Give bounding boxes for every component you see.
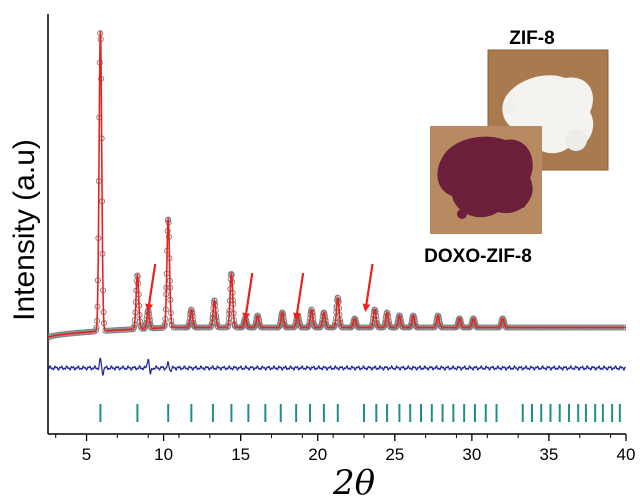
x-tick-label: 10 — [154, 445, 173, 464]
x-tick-label: 40 — [617, 445, 636, 464]
inset-caption-zif8: ZIF-8 — [509, 28, 554, 49]
x-axis-ticks: 5 10 15 20 25 30 35 40 — [55, 434, 636, 464]
difference-curve — [48, 357, 626, 377]
x-tick-label: 25 — [385, 445, 404, 464]
x-axis-label: 2θ — [332, 463, 375, 500]
plot-area — [48, 30, 626, 422]
x-tick-label: 35 — [539, 445, 558, 464]
highlight-arrow — [242, 272, 254, 321]
highlight-arrow — [293, 272, 305, 321]
x-tick-label: 30 — [462, 445, 481, 464]
plot-frame — [47, 14, 626, 435]
x-tick-label: 20 — [308, 445, 327, 464]
highlight-arrows — [145, 263, 374, 321]
highlight-arrow — [145, 263, 157, 312]
y-axis-label: Intensity (a.u) — [8, 139, 41, 321]
inset-photo-doxo-zif8 — [430, 126, 542, 234]
calculated-curve — [48, 31, 626, 339]
x-tick-label: 5 — [82, 445, 91, 464]
inset-caption-doxo-zif8: DOXO-ZIF-8 — [424, 246, 532, 267]
highlight-arrow — [362, 263, 374, 312]
x-tick-label: 15 — [231, 445, 250, 464]
